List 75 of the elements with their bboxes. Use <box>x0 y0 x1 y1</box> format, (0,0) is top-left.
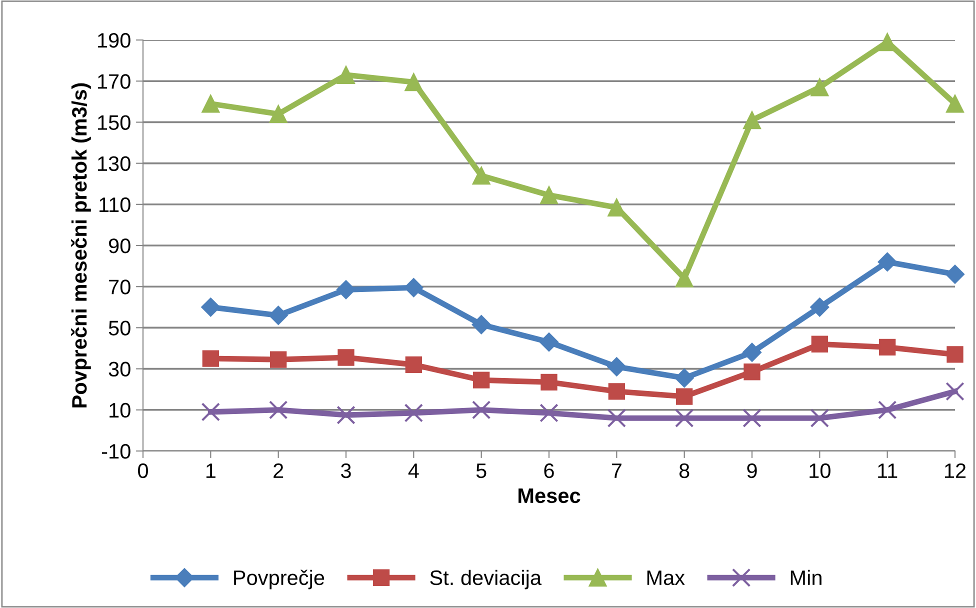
point <box>810 78 829 96</box>
x-tick-label: 1 <box>206 464 216 478</box>
point <box>338 349 354 366</box>
x-tick-label: 6 <box>544 463 554 478</box>
point <box>540 374 558 390</box>
y-tick-label: 170 <box>98 74 130 89</box>
legend-label: Max <box>647 570 685 586</box>
x-tick-label: 8 <box>679 463 690 478</box>
x-tick-label: 10 <box>810 463 830 478</box>
point <box>268 400 288 420</box>
y-tick-label: 110 <box>100 197 130 212</box>
point <box>405 356 422 374</box>
point <box>269 104 288 124</box>
legend-label: Povprečje <box>234 570 324 590</box>
x-tick-label: 11 <box>878 464 898 478</box>
point <box>878 252 897 272</box>
y-tick-label: 10 <box>110 402 130 418</box>
point <box>336 66 356 84</box>
y-tick-label: 150 <box>98 115 130 130</box>
y-tick-label: 50 <box>108 320 130 336</box>
point <box>608 383 625 400</box>
point <box>268 306 288 325</box>
point <box>473 372 490 388</box>
x-tick-label: 4 <box>408 464 419 478</box>
point <box>742 408 762 428</box>
point <box>742 111 762 130</box>
y-tick-label: 70 <box>109 280 130 294</box>
legend-label: Min <box>790 570 822 585</box>
point <box>674 408 694 428</box>
point <box>878 400 897 420</box>
y-tick-label: 190 <box>98 33 130 48</box>
point <box>270 351 287 368</box>
point <box>336 406 356 424</box>
point <box>404 278 424 298</box>
x-tick-label: 12 <box>945 463 966 478</box>
y-tick-label: 90 <box>109 238 130 254</box>
point <box>742 342 762 362</box>
point <box>201 298 220 317</box>
y-tick-label: -10 <box>102 444 130 459</box>
point <box>675 269 694 288</box>
y-tick-label: 30 <box>108 362 130 377</box>
point <box>607 357 626 376</box>
point <box>674 368 694 388</box>
point <box>810 298 830 317</box>
point <box>472 166 490 185</box>
point <box>539 332 559 352</box>
point <box>879 338 896 356</box>
x-tick-label: 2 <box>274 463 284 478</box>
x-tick-label: 5 <box>476 464 486 478</box>
x-tick-label: 7 <box>612 464 622 478</box>
point <box>472 315 491 334</box>
point <box>946 382 964 401</box>
point <box>202 350 219 367</box>
legend-label: St. deviacija <box>430 570 542 590</box>
point <box>607 408 626 428</box>
point <box>472 400 491 420</box>
x-axis-title: Mesec <box>518 488 580 504</box>
y-tick-label: 130 <box>98 156 130 172</box>
point <box>811 336 828 352</box>
point <box>404 73 423 92</box>
x-tick-label: 3 <box>341 463 351 478</box>
point <box>945 264 965 284</box>
point <box>540 404 558 422</box>
x-tick-label: 9 <box>747 463 757 478</box>
point <box>810 408 830 428</box>
point <box>946 346 964 363</box>
point <box>201 402 220 422</box>
point <box>946 94 964 113</box>
point <box>744 364 760 380</box>
point <box>202 94 220 113</box>
point <box>540 186 558 204</box>
point <box>676 388 693 405</box>
y-axis-title: Povprečni mesečni pretok (m3/s) <box>71 83 91 408</box>
x-tick-label: 0 <box>138 463 148 478</box>
point <box>404 404 424 422</box>
